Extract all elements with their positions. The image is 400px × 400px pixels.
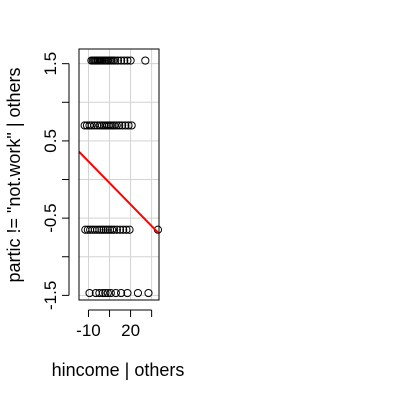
x-axis-label: hincome | others (52, 360, 185, 380)
data-point (111, 56, 120, 65)
y-tick-label: -0.5 (41, 203, 60, 232)
data-point (123, 56, 132, 65)
y-tick-label: -1.5 (41, 281, 60, 310)
data-points (80, 56, 163, 298)
data-point (99, 225, 108, 234)
data-point (111, 288, 120, 298)
data-point (110, 121, 119, 130)
data-point (117, 56, 126, 65)
data-point (112, 121, 121, 130)
y-axis: -1.5 -0.5 0.5 1.5 (41, 52, 70, 310)
data-point (98, 288, 107, 298)
data-point (85, 288, 94, 298)
data-point (85, 121, 94, 130)
data-point (123, 288, 132, 298)
data-point (133, 288, 143, 298)
data-point (106, 288, 115, 298)
data-point (126, 56, 135, 65)
data-point (97, 225, 106, 234)
data-point (95, 225, 104, 234)
data-point (121, 121, 130, 130)
y-axis-label: partic != "not.work" | others (4, 67, 24, 282)
data-point (119, 225, 128, 234)
data-point (95, 288, 104, 298)
data-point (93, 225, 102, 234)
data-point (112, 225, 121, 234)
data-point (124, 121, 133, 130)
data-point (101, 225, 110, 234)
data-point (103, 288, 112, 298)
data-point (101, 288, 110, 298)
data-point (125, 225, 134, 234)
x-tick-label: -10 (76, 321, 101, 340)
data-point (127, 121, 136, 130)
data-point (103, 225, 112, 234)
data-point (87, 121, 96, 130)
data-point (115, 121, 124, 130)
data-point (107, 225, 117, 234)
data-point (118, 121, 127, 130)
y-tick-label: 1.5 (41, 52, 60, 76)
fit-line-layer (78, 151, 160, 235)
data-point (141, 56, 150, 65)
data-point (122, 225, 131, 234)
data-point (144, 288, 153, 298)
data-point (120, 56, 129, 65)
fit-line (78, 151, 160, 235)
data-point (110, 225, 119, 234)
y-tick-label: 0.5 (41, 129, 60, 153)
plot-frame (78, 48, 160, 301)
data-point (113, 56, 123, 65)
data-point (117, 288, 126, 298)
data-point (115, 225, 125, 234)
x-tick-label: 20 (121, 321, 140, 340)
grid (79, 49, 159, 300)
x-axis: -10 20 (76, 309, 153, 340)
